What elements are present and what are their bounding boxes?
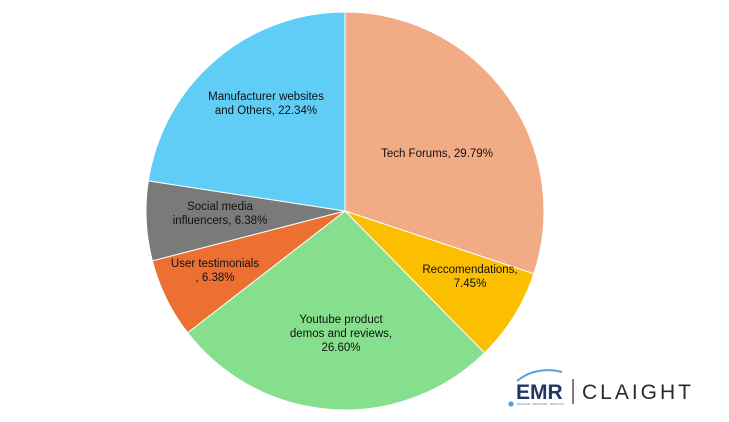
pie-slice-label-line: 7.45% — [454, 278, 487, 290]
pie-slice-label-4: Social media influencers, 6.38% — [173, 201, 268, 227]
pie-labels: Tech Forums, 29.79% Reccomendations, 7.45%… — [171, 91, 518, 354]
pie-slice-label-line: , 6.38% — [196, 272, 235, 284]
pie-slice-label-line: 26.60% — [321, 342, 360, 354]
pie-slice-label-5: Manufacturer websites and Others, 22.34% — [208, 91, 324, 117]
pie-slice-1 — [344, 210, 535, 354]
pie-slice-label-line: User testimonials — [171, 258, 259, 270]
pie-slice-label-line: demos and reviews, — [290, 328, 392, 340]
pie-slice-label-line: Reccomendations, — [422, 264, 517, 276]
logo-claight-text: CLAIGHT — [582, 381, 694, 404]
pie-slice-label-line: and Others, 22.34% — [215, 105, 317, 117]
pie-slice-5 — [147, 11, 346, 212]
pie-slice-label-3: User testimonials , 6.38% — [171, 258, 259, 284]
pie-slice-label-line: Manufacturer websites — [208, 91, 324, 103]
pie-slice-label-line: influencers, 6.38% — [173, 215, 268, 227]
logo-tagline: ENGAGE · MEASURE · RESULTS — [517, 402, 564, 406]
pie-slice-label-line: Tech Forums, 29.79% — [381, 148, 493, 160]
logo-emr-text: EMR — [516, 381, 563, 404]
emr-logo: EMR ENGAGE · MEASURE · RESULTS — [508, 369, 564, 407]
logo-dot-icon — [508, 401, 514, 407]
pie-slice-label-1: Reccomendations, 7.45% — [422, 264, 517, 290]
logo-swoosh-icon — [516, 369, 563, 382]
pie-slice-label-2: Youtube product demos and reviews, 26.60% — [290, 314, 392, 354]
pie-slice-label-0: Tech Forums, 29.79% — [381, 148, 493, 160]
emr-claight-logo: EMR ENGAGE · MEASURE · RESULTS CLAIGHT — [508, 369, 694, 407]
pie-slice-2 — [186, 210, 486, 411]
pie-slice-0 — [344, 11, 545, 275]
pie-slice-label-line: Social media — [187, 201, 253, 213]
pie-slices — [145, 11, 545, 411]
pie-slice-label-line: Youtube product — [299, 314, 383, 326]
